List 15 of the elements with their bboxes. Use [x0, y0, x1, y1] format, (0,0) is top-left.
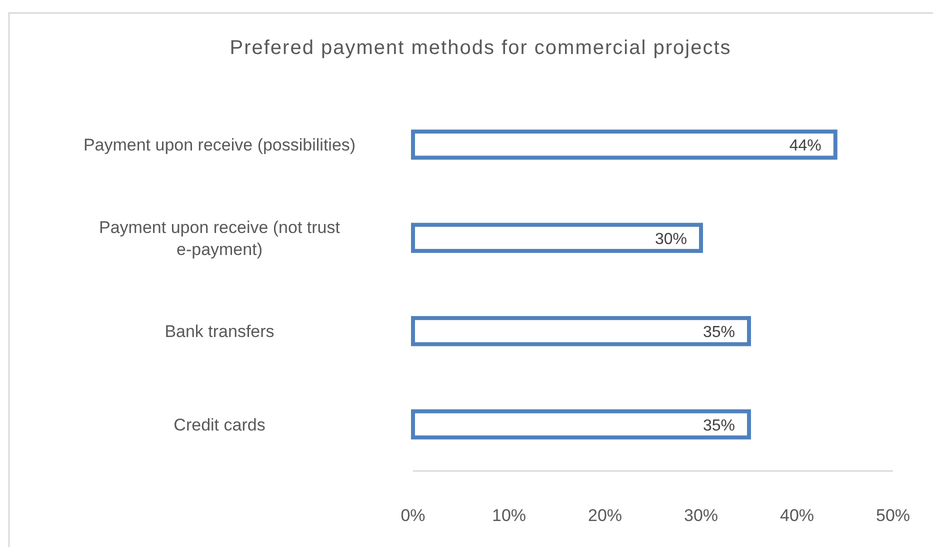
data-label: 30%	[654, 230, 687, 248]
y-tick-label: Payment upon receive (possibilities)	[83, 136, 356, 155]
x-tick-label: 40%	[780, 506, 814, 525]
y-tick-label: Payment upon receive (not trust e-payment)	[99, 218, 340, 259]
x-tick-label: 0%	[400, 506, 426, 525]
x-tick-label: 50%	[876, 506, 910, 525]
data-label: 35%	[702, 417, 735, 434]
y-tick-label: Credit cards	[174, 415, 266, 434]
x-tick-label: 30%	[684, 506, 718, 525]
y-tick-label: Bank transfers	[164, 322, 274, 342]
data-label: 35%	[702, 324, 735, 342]
data-label: 44%	[789, 138, 822, 155]
x-tick-label: 10%	[492, 506, 526, 525]
chart-title: Prefered payment methods for commercial projects	[230, 37, 732, 59]
x-tick-label: 20%	[588, 506, 622, 525]
